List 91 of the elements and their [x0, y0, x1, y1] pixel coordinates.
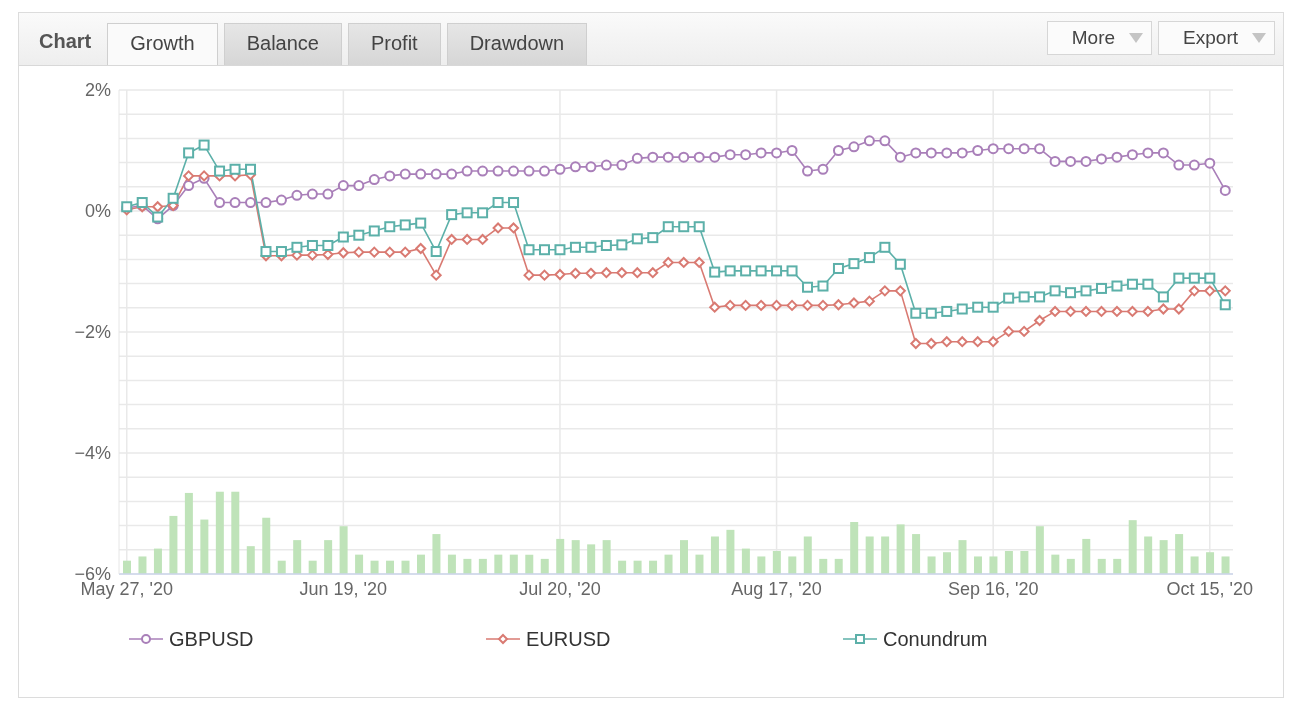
bar [277, 560, 286, 574]
bar [401, 560, 410, 574]
x-tick-label: Jul 20, '20 [519, 578, 601, 599]
bar [386, 560, 395, 574]
bar [1035, 526, 1044, 574]
bar [215, 491, 224, 574]
y-tick-label: 2% [84, 80, 111, 101]
bar [865, 536, 874, 574]
bar [973, 556, 982, 574]
bar [788, 556, 797, 574]
bar [1175, 534, 1184, 574]
bar [184, 492, 193, 574]
bar [1082, 538, 1091, 574]
bar [1051, 554, 1060, 574]
bar [1020, 551, 1029, 574]
bar [602, 540, 611, 574]
bar [246, 546, 255, 574]
legend-label: EURUSD [526, 627, 611, 651]
bar [757, 556, 766, 574]
bar [680, 540, 688, 574]
bar [664, 554, 673, 574]
bar [138, 556, 147, 574]
bar [695, 554, 704, 574]
bar [525, 554, 534, 574]
bar [850, 521, 859, 574]
bar [478, 558, 487, 574]
bar [231, 491, 240, 574]
bar [834, 558, 843, 574]
bar [649, 560, 658, 574]
y-tick-label: −2% [74, 322, 111, 343]
bar [927, 556, 936, 574]
bar [943, 552, 952, 574]
bar [803, 536, 812, 574]
text: Drawdown [446, 23, 588, 65]
x-tick-label: Jun 19, '20 [299, 578, 388, 599]
text: More [1071, 27, 1116, 49]
legend-label: GBPUSD [169, 627, 254, 651]
bar [1190, 556, 1199, 574]
bar [633, 560, 642, 574]
bar [1206, 552, 1215, 574]
bar [447, 554, 456, 574]
bar [989, 556, 998, 574]
bar [324, 540, 333, 574]
bar [262, 517, 271, 574]
text: Growth [107, 23, 218, 65]
bar [1097, 558, 1106, 574]
bar [896, 524, 905, 574]
bar [772, 551, 781, 574]
bar [1066, 558, 1075, 574]
bar [200, 519, 209, 574]
bar [571, 540, 580, 574]
bar [726, 529, 735, 574]
bar [370, 560, 379, 574]
bar [958, 540, 967, 574]
bar [1113, 558, 1122, 574]
bar [1221, 556, 1230, 574]
bar [1159, 540, 1168, 574]
bar [308, 560, 317, 574]
bar [1128, 520, 1137, 574]
bar [293, 540, 302, 574]
chart-title: Chart [38, 30, 93, 54]
bar [416, 554, 425, 574]
x-tick-label: Sep 16, '20 [947, 578, 1039, 599]
bar [169, 515, 178, 574]
x-tick-label: Aug 17, '20 [731, 578, 822, 599]
bar [710, 536, 719, 574]
bar [509, 554, 518, 574]
y-tick-label: 0% [84, 201, 111, 222]
text: Balance [223, 23, 342, 65]
bar [587, 544, 596, 574]
bar [556, 538, 565, 574]
bar [881, 536, 890, 574]
bar [339, 526, 348, 574]
bar [1004, 551, 1013, 574]
bar [123, 560, 131, 574]
x-tick-label: Oct 15, '20 [1166, 578, 1254, 599]
bar [618, 560, 627, 574]
bar [819, 558, 828, 574]
bar [153, 548, 162, 574]
text: Profit [347, 23, 441, 65]
text: Export [1183, 27, 1238, 49]
bar [1144, 536, 1153, 574]
y-tick-label: −4% [74, 443, 111, 464]
legend-label: Conundrum [883, 627, 988, 651]
bar [912, 534, 921, 574]
bar [463, 558, 472, 574]
bar [432, 534, 441, 574]
bar [355, 554, 364, 574]
bar [741, 548, 750, 574]
bar [494, 554, 503, 574]
bar [540, 558, 549, 574]
